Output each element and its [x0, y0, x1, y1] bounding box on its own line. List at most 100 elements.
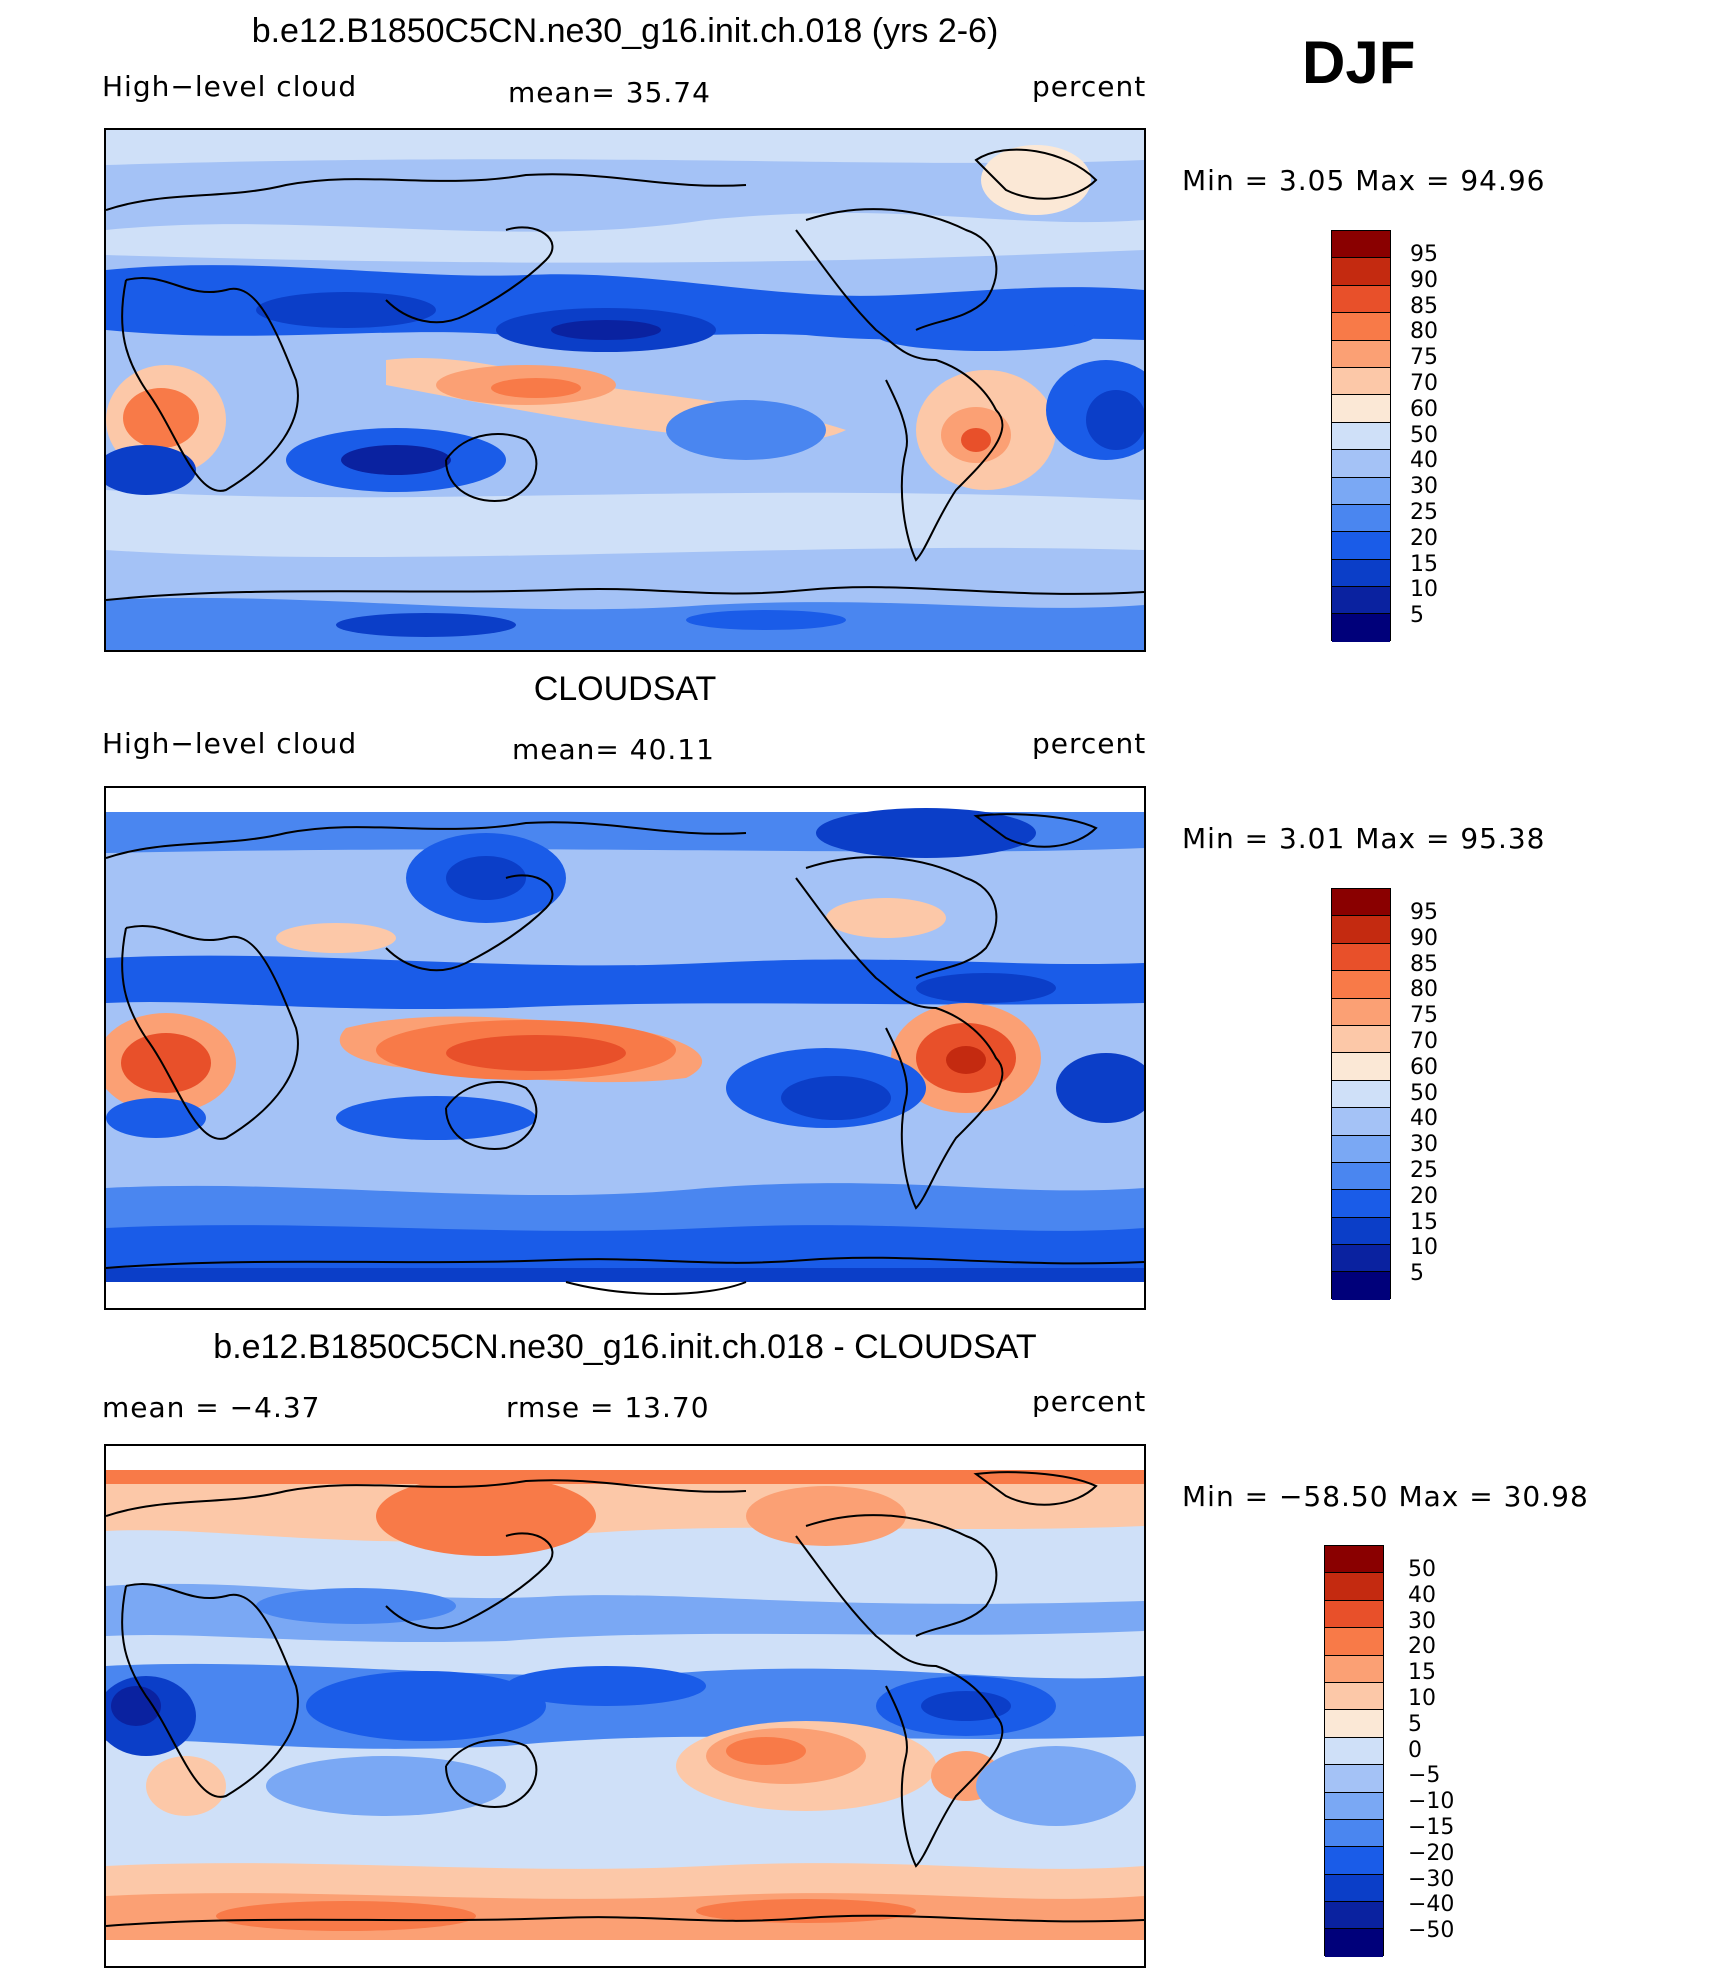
colorbar-tick-label: 30 [1410, 474, 1438, 500]
colorbar-segment [1332, 313, 1390, 341]
colorbar-tick-label: 75 [1410, 345, 1438, 371]
panel1-mean-label: mean= 35.74 [508, 76, 711, 109]
panel2-mean-label: mean= 40.11 [512, 733, 715, 766]
colorbar-tick-label: 20 [1410, 525, 1438, 551]
panel3-mean-label: mean = −4.37 [102, 1391, 321, 1424]
colorbar-tick-label: −40 [1408, 1892, 1455, 1918]
colorbar-segment [1325, 1682, 1383, 1711]
colorbar-tick-label: 5 [1410, 603, 1424, 629]
colorbar-tick-label: 60 [1410, 396, 1438, 422]
colorbar-segment [1332, 889, 1390, 917]
colorbar-segment [1332, 422, 1390, 451]
colorbar-tick-label: 40 [1408, 1582, 1436, 1608]
colorbar-segment [1332, 1272, 1390, 1300]
panel1-map-svg [106, 130, 1144, 650]
colorbar-segment [1332, 943, 1390, 972]
colorbar-tick-label: 95 [1410, 900, 1438, 925]
panel2-title: CLOUDSAT [533, 670, 717, 708]
panel1-units-label: percent [1032, 70, 1147, 103]
colorbar-tick-label: 50 [1408, 1557, 1436, 1582]
colorbar-segment [1325, 1600, 1383, 1629]
colorbar-segment [1332, 258, 1390, 286]
colorbar-tick-label: −10 [1408, 1789, 1455, 1815]
colorbar-tick-label: 15 [1408, 1660, 1436, 1686]
colorbar-tick-label: 85 [1410, 293, 1438, 319]
colorbar-segment [1325, 1737, 1383, 1766]
colorbar-tick-label: 30 [1410, 1132, 1438, 1158]
colorbar-segment [1332, 477, 1390, 505]
colorbar-tick-label: 10 [1410, 1235, 1438, 1261]
colorbar-segment [1325, 1710, 1383, 1738]
colorbar-tick-label: 20 [1408, 1634, 1436, 1660]
colorbar-tick-label: 20 [1410, 1183, 1438, 1209]
colorbar-segment [1325, 1847, 1383, 1875]
colorbar-tick-label: 85 [1410, 951, 1438, 977]
colorbar-tick-label: 75 [1410, 1003, 1438, 1029]
panel1-minmax: Min = 3.05 Max = 94.96 [1182, 164, 1546, 197]
panel2-map-svg [106, 808, 1144, 1295]
colorbar-segment [1332, 1217, 1390, 1246]
colorbar-segment [1325, 1546, 1383, 1574]
colorbar-tick-label: 15 [1410, 551, 1438, 577]
colorbar-tick-label: 0 [1408, 1737, 1422, 1763]
colorbar-segment [1332, 998, 1390, 1026]
colorbar-segment [1332, 971, 1390, 999]
panel1-title: b.e12.B1850C5CN.ne30_g16.init.ch.018 (yr… [251, 12, 999, 50]
colorbar-segment [1325, 1929, 1383, 1957]
panel3-rmse-label: rmse = 13.70 [506, 1391, 710, 1424]
colorbar-tick-label: −15 [1408, 1815, 1455, 1840]
colorbar-segment [1332, 559, 1390, 588]
panel3-minmax: Min = −58.50 Max = 30.98 [1182, 1480, 1589, 1513]
colorbar-segment [1332, 231, 1390, 259]
panel1-colorbar [1331, 230, 1391, 642]
colorbar-segment [1332, 340, 1390, 368]
colorbar-segment [1332, 1245, 1390, 1273]
colorbar-tick-label: 40 [1410, 1106, 1438, 1132]
panel1-variable-label: High−level cloud [102, 70, 358, 103]
colorbar-tick-label: −50 [1408, 1918, 1455, 1944]
season-label: DJF [1302, 29, 1416, 96]
colorbar-segment [1332, 1162, 1390, 1191]
colorbar-segment [1325, 1902, 1383, 1930]
colorbar-tick-label: 10 [1410, 577, 1438, 603]
colorbar-segment [1332, 285, 1390, 314]
colorbar-segment [1325, 1628, 1383, 1656]
colorbar-tick-label: 50 [1410, 1080, 1438, 1106]
panel3-map-svg [106, 1470, 1144, 1940]
colorbar-tick-label: 40 [1410, 448, 1438, 474]
colorbar-tick-label: 60 [1410, 1054, 1438, 1080]
colorbar-segment [1332, 1135, 1390, 1163]
colorbar-tick-label: 70 [1410, 371, 1438, 396]
colorbar-segment [1332, 367, 1390, 396]
colorbar-tick-label: 95 [1410, 242, 1438, 267]
panel2-minmax: Min = 3.01 Max = 95.38 [1182, 822, 1546, 855]
colorbar-segment [1332, 1190, 1390, 1218]
panel3-map [104, 1444, 1146, 1968]
colorbar-tick-label: 15 [1410, 1209, 1438, 1235]
colorbar-tick-label: 50 [1410, 422, 1438, 448]
colorbar-segment [1325, 1819, 1383, 1848]
panel2-colorbar [1331, 888, 1391, 1300]
panel3-colorbar [1324, 1545, 1384, 1957]
panel2-map [104, 786, 1146, 1310]
colorbar-tick-label: 90 [1410, 267, 1438, 293]
colorbar-segment [1332, 532, 1390, 560]
colorbar-segment [1332, 1108, 1390, 1136]
colorbar-segment [1325, 1655, 1383, 1683]
colorbar-segment [1325, 1874, 1383, 1903]
colorbar-segment [1332, 450, 1390, 478]
panel2-variable-label: High−level cloud [102, 727, 358, 760]
colorbar-segment [1332, 587, 1390, 615]
colorbar-segment [1332, 1025, 1390, 1054]
colorbar-tick-label: −30 [1408, 1866, 1455, 1892]
colorbar-segment [1332, 614, 1390, 642]
colorbar-tick-label: 10 [1408, 1686, 1436, 1711]
colorbar-tick-label: 30 [1408, 1608, 1436, 1634]
colorbar-segment [1332, 1080, 1390, 1109]
colorbar-tick-label: −5 [1408, 1763, 1441, 1789]
colorbar-segment [1332, 395, 1390, 423]
colorbar-segment [1332, 504, 1390, 533]
colorbar-segment [1325, 1792, 1383, 1820]
panel1-map [104, 128, 1146, 652]
colorbar-tick-label: −20 [1408, 1840, 1455, 1866]
